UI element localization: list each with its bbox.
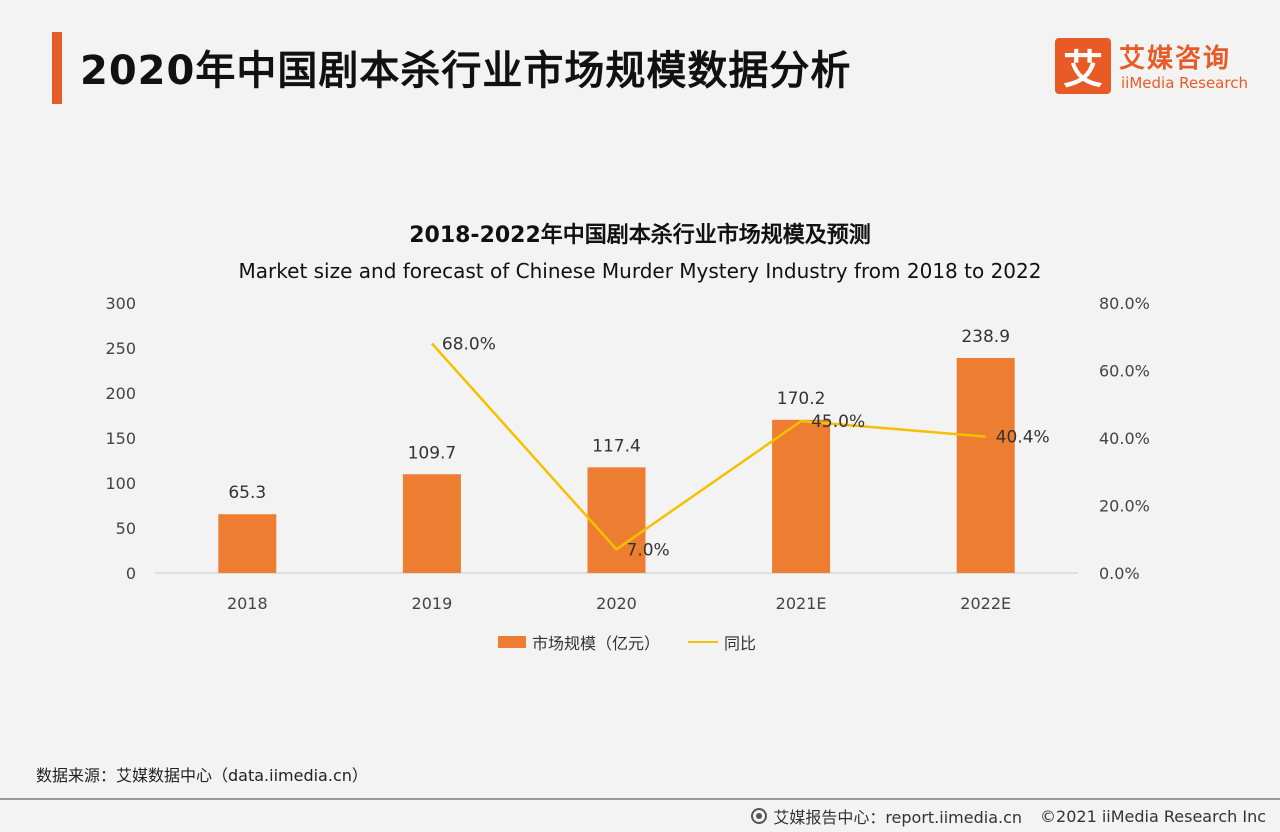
legend-line-swatch	[688, 641, 719, 643]
line-data-label: 40.4%	[996, 428, 1050, 448]
footer-divider	[0, 798, 1280, 800]
bar	[587, 467, 646, 573]
y-left-tick-label: 100	[105, 474, 136, 493]
data-source: 数据来源：艾媒数据中心（data.iimedia.cn）	[36, 766, 368, 785]
logo-cn-text: 艾媒咨询	[1119, 44, 1232, 74]
line-data-label: 45.0%	[811, 412, 865, 432]
report-center-icon	[751, 808, 768, 824]
y-left-tick-label: 150	[105, 429, 136, 448]
title-accent-bar	[52, 32, 62, 104]
y-left-tick-label: 250	[105, 339, 136, 358]
legend-bar-swatch	[498, 636, 526, 648]
bar-data-label: 238.9	[961, 327, 1010, 347]
footer-copyright: ©2021 iiMedia Research Inc	[1040, 806, 1266, 826]
y-left-tick-label: 300	[105, 294, 136, 313]
bar-data-label: 109.7	[408, 443, 457, 463]
y-left-tick-label: 0	[126, 564, 136, 583]
y-left-tick-label: 200	[105, 384, 136, 403]
bar	[956, 357, 1015, 573]
line-data-label: 7.0%	[627, 540, 670, 560]
legend-line-label: 同比	[724, 634, 757, 653]
y-right-tick-label: 60.0%	[1099, 362, 1150, 381]
yoy-line	[430, 342, 986, 552]
x-tick-label: 2018	[227, 594, 268, 613]
chart-legend: 市场规模（亿元） 同比	[498, 630, 756, 654]
line-data-label: 68.0%	[442, 335, 496, 355]
chart-title: 2018-2022年中国剧本杀行业市场规模及预测	[409, 223, 871, 248]
legend-bar-label: 市场规模（亿元）	[532, 634, 661, 653]
bar	[402, 474, 461, 573]
bar-data-label: 170.2	[777, 389, 826, 409]
bar	[218, 514, 277, 573]
y-left-tick-label: 50	[116, 519, 136, 538]
x-tick-label: 2019	[412, 594, 453, 613]
y-right-tick-label: 80.0%	[1099, 294, 1150, 313]
iimedia-logo: 艾 艾媒咨询 iiMedia Research	[1055, 38, 1265, 98]
x-tick-label: 2021E	[776, 594, 827, 613]
y-right-tick-label: 0.0%	[1099, 564, 1140, 583]
x-tick-label: 2022E	[960, 594, 1011, 613]
bar	[772, 419, 831, 573]
y-right-tick-label: 20.0%	[1099, 497, 1150, 516]
bar-data-label: 117.4	[592, 436, 641, 456]
page-title: 2020年中国剧本杀行业市场规模数据分析	[80, 48, 852, 94]
bar-data-label: 65.3	[228, 483, 266, 503]
logo-mark-icon: 艾	[1055, 38, 1111, 94]
x-tick-label: 2020	[596, 594, 637, 613]
y-right-tick-label: 40.0%	[1099, 429, 1150, 448]
logo-en-text: iiMedia Research	[1121, 74, 1248, 92]
chart-subtitle: Market size and forecast of Chinese Murd…	[238, 259, 1042, 283]
footer: 艾媒报告中心：report.iimedia.cn ©2021 iiMedia R…	[751, 804, 1266, 828]
footer-report-link[interactable]: 艾媒报告中心：report.iimedia.cn	[773, 808, 1023, 827]
